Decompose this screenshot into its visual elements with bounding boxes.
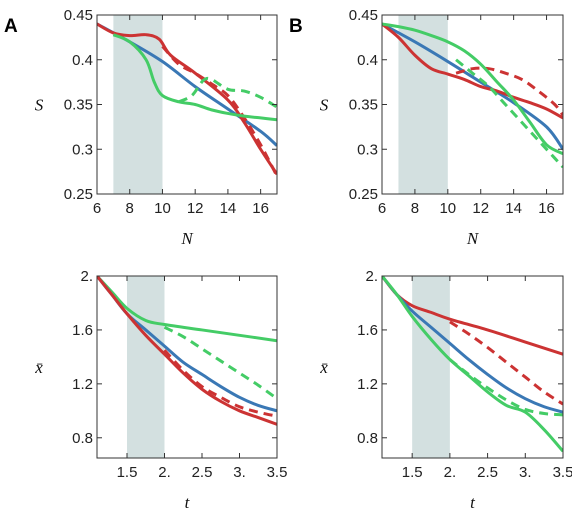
x-tick-label: 1.5 (117, 464, 138, 481)
y-tick-label: 0.25 (349, 186, 378, 203)
series-red-solid (97, 276, 277, 426)
x-tick-label: 2. (158, 464, 171, 481)
x-tick-label: 2.5 (477, 464, 498, 481)
panel-b: 6 8 10 12 14 16 0.25 0.3 0.35 0.4 0.45 N S (320, 7, 564, 248)
y-tick-label: 0.8 (357, 430, 378, 447)
shaded-region (412, 276, 450, 458)
x-tick-label: 16 (252, 200, 269, 217)
series-green-dashed (178, 76, 277, 109)
panel-d: 1.5 2. 2.5 3. 3.5 0.8 1.2 1.6 2. t x̄ (319, 268, 572, 512)
series-green-dashed (448, 358, 563, 417)
y-tick-label: 1.2 (72, 376, 93, 393)
shaded-region (127, 276, 165, 458)
series-green-solid (382, 276, 563, 453)
series-green-dashed (455, 58, 563, 169)
shaded-region (398, 15, 448, 194)
y-axis-label: S (35, 96, 44, 115)
series-blue-solid (382, 276, 563, 414)
x-tick-label: 14 (220, 200, 237, 217)
series-green-solid (382, 22, 563, 156)
panel-c: 1.5 2. 2.5 3. 3.5 0.8 1.2 1.6 2. t x̄ (34, 268, 287, 512)
plot-frame (381, 275, 564, 459)
y-tick-label: 2. (80, 268, 93, 285)
y-tick-label: 2. (365, 268, 378, 285)
series-red-dashed (449, 320, 563, 406)
y-tick-label: 0.35 (64, 97, 93, 114)
y-tick-label: 0.4 (72, 52, 93, 69)
x-tick-label: 6 (93, 200, 101, 217)
x-tick-label: 3. (519, 464, 532, 481)
x-tick-label: 6 (378, 200, 386, 217)
panel-letter-b: B (289, 16, 303, 37)
x-tick-label: 8 (126, 200, 134, 217)
y-axis-label: x̄ (319, 358, 328, 377)
series-green-solid (112, 33, 277, 122)
panel-a: 6 8 10 12 14 16 0.25 0.3 0.35 0.4 0.45 N S (35, 7, 278, 248)
x-tick-label: 16 (538, 200, 555, 217)
series-red-dashed (455, 66, 563, 117)
x-axis-label: t (185, 493, 191, 512)
x-axis-label: t (470, 493, 476, 512)
x-tick-label: 8 (411, 200, 419, 217)
y-tick-label: 1.2 (357, 376, 378, 393)
y-tick-label: 0.8 (72, 430, 93, 447)
x-axis-label: N (180, 229, 194, 248)
x-tick-label: 2. (444, 464, 457, 481)
series-red-solid (382, 22, 563, 120)
series-green-solid (97, 276, 277, 343)
x-tick-label: 1.5 (402, 464, 423, 481)
y-tick-label: 0.3 (357, 141, 378, 158)
y-tick-label: 1.6 (357, 322, 378, 339)
y-tick-label: 0.35 (349, 97, 378, 114)
series-red-solid (97, 22, 277, 176)
x-tick-label: 10 (439, 200, 456, 217)
x-tick-label: 10 (154, 200, 171, 217)
y-tick-label: 1.6 (72, 322, 93, 339)
plot-frame (96, 275, 278, 459)
x-tick-label: 3.5 (553, 464, 572, 481)
panel-letter-a: A (4, 16, 18, 37)
x-tick-label: 3. (233, 464, 246, 481)
shaded-region (113, 15, 163, 194)
x-tick-label: 12 (187, 200, 204, 217)
x-tick-label: 14 (505, 200, 522, 217)
series-red-dashed (161, 45, 277, 177)
y-axis-label: S (320, 96, 329, 115)
x-tick-label: 3.5 (267, 464, 288, 481)
series-blue-solid (97, 276, 277, 413)
series-green-dashed (163, 325, 277, 400)
y-tick-label: 0.25 (64, 186, 93, 203)
x-tick-label: 2.5 (192, 464, 213, 481)
x-tick-label: 12 (472, 200, 489, 217)
y-tick-label: 0.45 (349, 7, 378, 24)
series-red-solid (382, 276, 563, 356)
x-axis-label: N (466, 229, 480, 248)
y-tick-label: 0.4 (357, 52, 378, 69)
y-tick-label: 0.45 (64, 7, 93, 24)
y-axis-label: x̄ (34, 358, 43, 377)
series-blue-solid (382, 22, 563, 151)
y-tick-label: 0.3 (72, 141, 93, 158)
